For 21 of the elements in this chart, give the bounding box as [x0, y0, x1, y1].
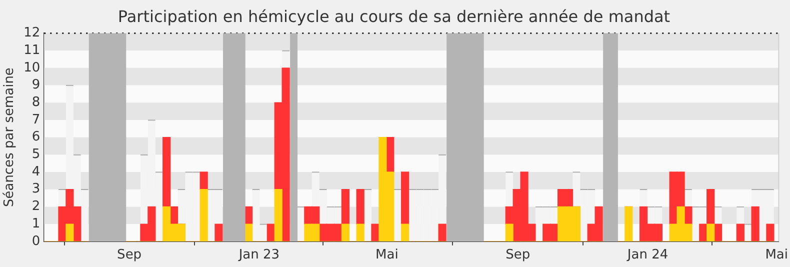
x-tick-label: Mai: [765, 248, 788, 263]
y-tick-label: 12: [24, 26, 40, 41]
y-tick-label: 3: [32, 182, 40, 197]
x-tick-label: Mai: [376, 248, 398, 263]
y-tick-label: 9: [32, 78, 40, 93]
y-tick-label: 2: [32, 199, 40, 214]
x-tick-label: Sep: [117, 248, 142, 263]
y-tick-label: 4: [32, 164, 40, 180]
y-tick-label: 11: [24, 42, 40, 58]
y-tick-label: 0: [32, 234, 40, 249]
y-tick-label: 8: [32, 94, 40, 110]
y-tick-label: 7: [32, 112, 40, 128]
x-tick-label: Jan 23: [238, 248, 280, 263]
y-axis-title: Séances par semaine: [2, 68, 18, 208]
y-tick-label: 5: [32, 147, 40, 162]
y-tick-label: 1: [32, 216, 40, 232]
y-tick-label: 10: [24, 60, 40, 76]
x-tick-label: Jan 24: [626, 248, 668, 263]
chart-title: Participation en hémicycle au cours de sa dernière année de mandat: [118, 6, 670, 26]
x-tick-label: Sep: [506, 248, 530, 263]
y-tick-label: 6: [32, 130, 40, 145]
